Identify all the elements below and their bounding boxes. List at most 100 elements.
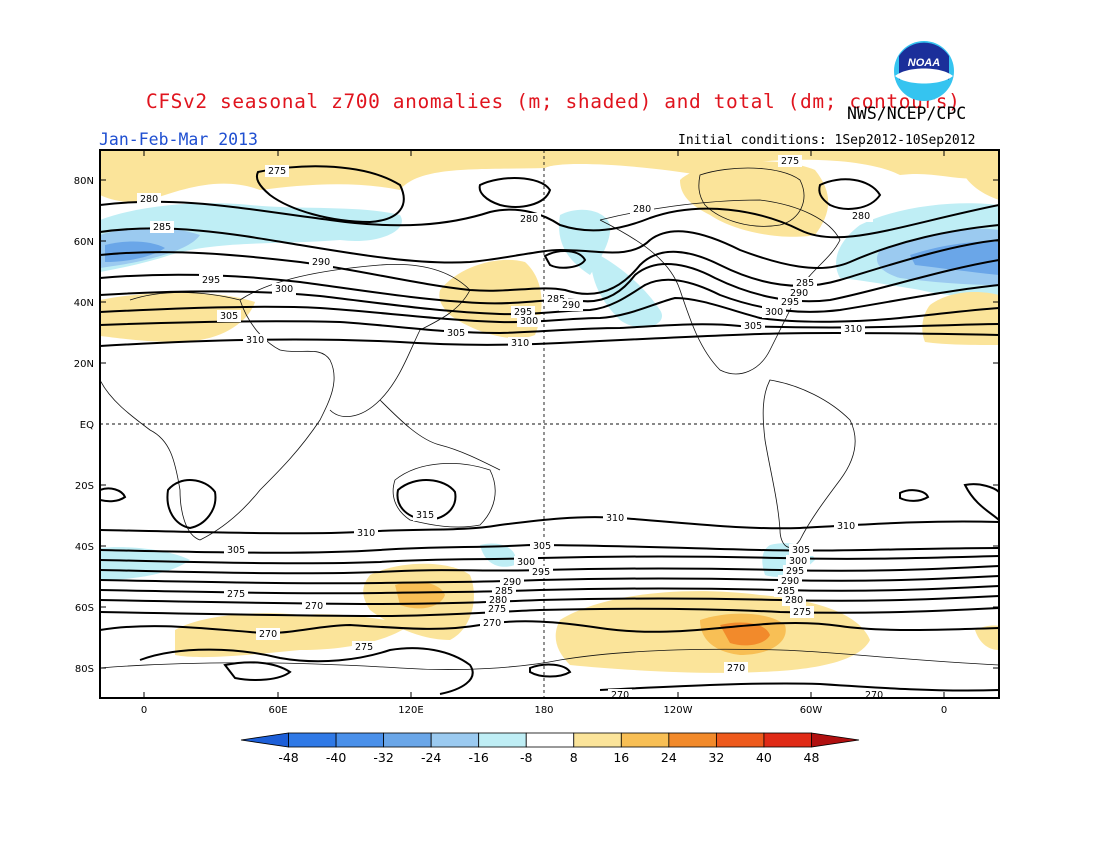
contour-label: 280 — [517, 213, 541, 225]
contour-label: 275 — [485, 603, 509, 615]
lat-label: 40N — [74, 298, 94, 309]
svg-text:285: 285 — [547, 294, 565, 305]
colorbar-label: -40 — [326, 750, 346, 765]
svg-text:275: 275 — [488, 604, 506, 615]
svg-text:270: 270 — [483, 618, 501, 629]
lat-label: 60N — [74, 237, 94, 248]
colorbar-label: 16 — [613, 750, 629, 765]
colorbar-segment — [525, 732, 575, 748]
svg-text:285: 285 — [495, 586, 513, 597]
svg-text:300: 300 — [765, 307, 783, 318]
lon-label: 0 — [141, 705, 147, 716]
contour-label: 295 — [199, 274, 223, 286]
svg-text:310: 310 — [844, 324, 862, 335]
svg-text:275: 275 — [268, 166, 286, 177]
contour-labels: 275 280 285 290 295 300 305 310 280 280 … — [137, 155, 886, 701]
contour-label: 280 — [137, 193, 161, 205]
svg-text:310: 310 — [357, 528, 375, 539]
contour-label: 275 — [790, 606, 814, 618]
svg-text:305: 305 — [447, 328, 465, 339]
colorbar-arrow-low — [240, 732, 289, 748]
lat-label: 40S — [75, 542, 94, 553]
colorbar-segment — [383, 732, 432, 748]
lat-label: 20S — [75, 481, 94, 492]
contour-label: 270 — [862, 689, 886, 698]
svg-text:305: 305 — [533, 541, 551, 552]
lon-label: 0 — [941, 705, 947, 716]
svg-text:270: 270 — [305, 601, 323, 612]
svg-text:305: 305 — [220, 311, 238, 322]
colorbar-segment — [715, 732, 765, 748]
svg-text:295: 295 — [532, 567, 550, 578]
svg-text:290: 290 — [503, 577, 521, 588]
contour-label: 275 — [352, 641, 376, 653]
svg-text:300: 300 — [789, 556, 807, 567]
contour-label: 315 — [413, 509, 437, 521]
forecast-period: Jan-Feb-Mar 2013 — [99, 130, 258, 149]
contour-label: 300 — [514, 556, 538, 568]
colorbar-label: -48 — [278, 750, 298, 765]
contour-label: 310 — [354, 527, 378, 539]
contour-label: 305 — [217, 310, 241, 322]
contour-label: 275 — [224, 588, 248, 600]
svg-text:285: 285 — [777, 586, 795, 597]
svg-text:275: 275 — [355, 642, 373, 653]
svg-text:290: 290 — [312, 257, 330, 268]
svg-text:305: 305 — [744, 321, 762, 332]
svg-text:310: 310 — [837, 521, 855, 532]
colorbar-segment — [763, 732, 812, 748]
lon-label: 120W — [664, 705, 693, 716]
lon-label: 180 — [534, 705, 553, 716]
latitude-axis — [100, 179, 999, 669]
svg-text:315: 315 — [416, 510, 434, 521]
contour-label: 310 — [603, 512, 627, 524]
colorbar-label: 40 — [756, 750, 772, 765]
initial-conditions: Initial conditions: 1Sep2012-10Sep2012 — [678, 133, 976, 148]
contour-label: 275 — [265, 165, 289, 177]
contour-label: 285 — [150, 221, 174, 233]
longitude-axis — [143, 150, 945, 698]
svg-text:270: 270 — [611, 690, 629, 701]
colorbar-label: -8 — [520, 750, 533, 765]
svg-text:295: 295 — [786, 566, 804, 577]
svg-text:NOAA: NOAA — [908, 57, 940, 69]
lon-label: 60E — [268, 705, 287, 716]
svg-text:290: 290 — [562, 300, 580, 311]
contour-label: 295 — [783, 565, 807, 577]
svg-text:300: 300 — [517, 557, 535, 568]
lat-label: EQ — [80, 420, 94, 431]
svg-text:285: 285 — [796, 278, 814, 289]
svg-text:305: 305 — [227, 545, 245, 556]
contour-label: 290 — [778, 575, 802, 587]
svg-text:295: 295 — [202, 275, 220, 286]
svg-text:280: 280 — [140, 194, 158, 205]
svg-text:270: 270 — [727, 663, 745, 674]
colorbar-label: -16 — [468, 750, 488, 765]
colorbar-label: -32 — [373, 750, 393, 765]
svg-text:310: 310 — [511, 338, 529, 349]
contour-label: 305 — [789, 544, 813, 556]
contour-label: 300 — [517, 315, 541, 327]
map-title: CFSv2 seasonal z700 anomalies (m; shaded… — [146, 90, 961, 113]
colorbar-segment — [288, 732, 337, 748]
agency-label: NWS/NCEP/CPC — [847, 104, 967, 123]
colorbar-label: 24 — [661, 750, 677, 765]
svg-text:275: 275 — [793, 607, 811, 618]
contour-label: 305 — [224, 544, 248, 556]
contour-label: 270 — [480, 617, 504, 629]
colorbar-label: 48 — [804, 750, 820, 765]
contour-label: 290 — [309, 256, 333, 268]
svg-text:280: 280 — [633, 204, 651, 215]
contour-label: 305 — [530, 540, 554, 552]
svg-text:290: 290 — [781, 576, 799, 587]
svg-text:270: 270 — [259, 629, 277, 640]
colorbar-segment — [668, 732, 717, 748]
colorbar-label: 8 — [570, 750, 578, 765]
colorbar-segment — [620, 732, 670, 748]
lon-label: 120E — [398, 705, 423, 716]
svg-text:285: 285 — [153, 222, 171, 233]
map-frame — [99, 149, 1000, 699]
contour-label: 305 — [444, 327, 468, 339]
contour-label: 295 — [778, 296, 802, 308]
